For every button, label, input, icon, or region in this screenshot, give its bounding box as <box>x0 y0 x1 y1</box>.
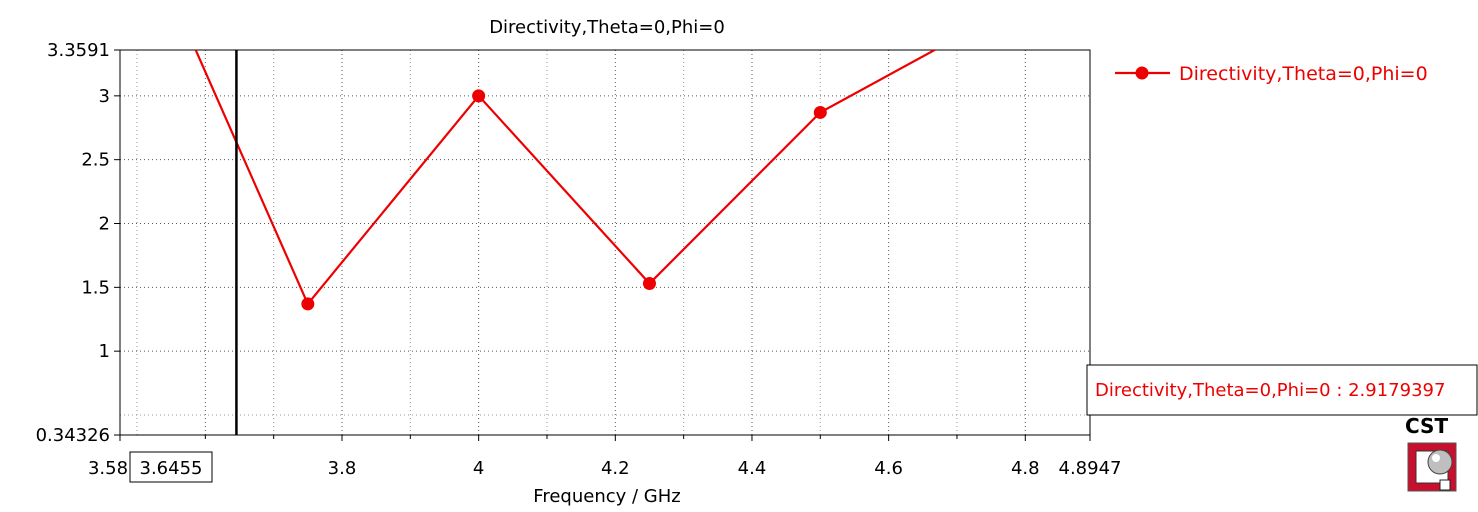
readout-text: Directivity,Theta=0,Phi=0 : 2.9179397 <box>1095 380 1445 401</box>
y-tick-label: 1 <box>99 341 110 362</box>
x-axis-ticks: 3.58 3.8 4 4.2 4.4 4.6 4.8 4.8947 <box>88 435 1122 479</box>
x-tick-label: 4.6 <box>874 458 903 479</box>
legend-label: Directivity,Theta=0,Phi=0 <box>1179 63 1428 85</box>
x-tick-label: 3.58 <box>88 458 128 479</box>
plot-area <box>119 49 1091 436</box>
y-tick-label: 3 <box>99 86 110 107</box>
series-points <box>301 89 827 311</box>
x-tick-label: 4.2 <box>601 458 630 479</box>
y-tick-label: 2.5 <box>81 150 110 171</box>
y-tick-label: 3.3591 <box>47 40 110 61</box>
y-tick-label: 1.5 <box>81 277 110 298</box>
cst-logo-text: CST <box>1405 414 1448 438</box>
data-point <box>472 89 486 103</box>
series-line <box>194 50 937 306</box>
cst-logo: CST <box>1405 414 1457 492</box>
x-axis-label: Frequency / GHz <box>533 486 680 507</box>
data-point <box>642 277 656 291</box>
x-tick-label: 4.8947 <box>1059 458 1122 479</box>
x-tick-label: 4 <box>473 458 484 479</box>
y-axis-ticks: 0.34326 1 1.5 2 2.5 3 3.3591 <box>36 40 120 446</box>
data-point <box>301 297 315 311</box>
marker-x-label-text: 3.6455 <box>140 458 203 479</box>
readout-box: Directivity,Theta=0,Phi=0 : 2.9179397 <box>1086 364 1478 416</box>
marker-x-label: 3.6455 <box>129 451 213 483</box>
x-tick-label: 4.4 <box>738 458 767 479</box>
x-tick-label: 3.8 <box>328 458 357 479</box>
x-tick-label: 4.8 <box>1011 458 1040 479</box>
grid <box>120 50 1090 435</box>
chart-title: Directivity,Theta=0,Phi=0 <box>489 17 725 38</box>
data-point <box>813 105 827 119</box>
legend-marker <box>1135 66 1149 80</box>
y-tick-label: 2 <box>99 214 110 235</box>
legend: Directivity,Theta=0,Phi=0 <box>1115 63 1428 85</box>
y-tick-label: 0.34326 <box>36 425 110 446</box>
